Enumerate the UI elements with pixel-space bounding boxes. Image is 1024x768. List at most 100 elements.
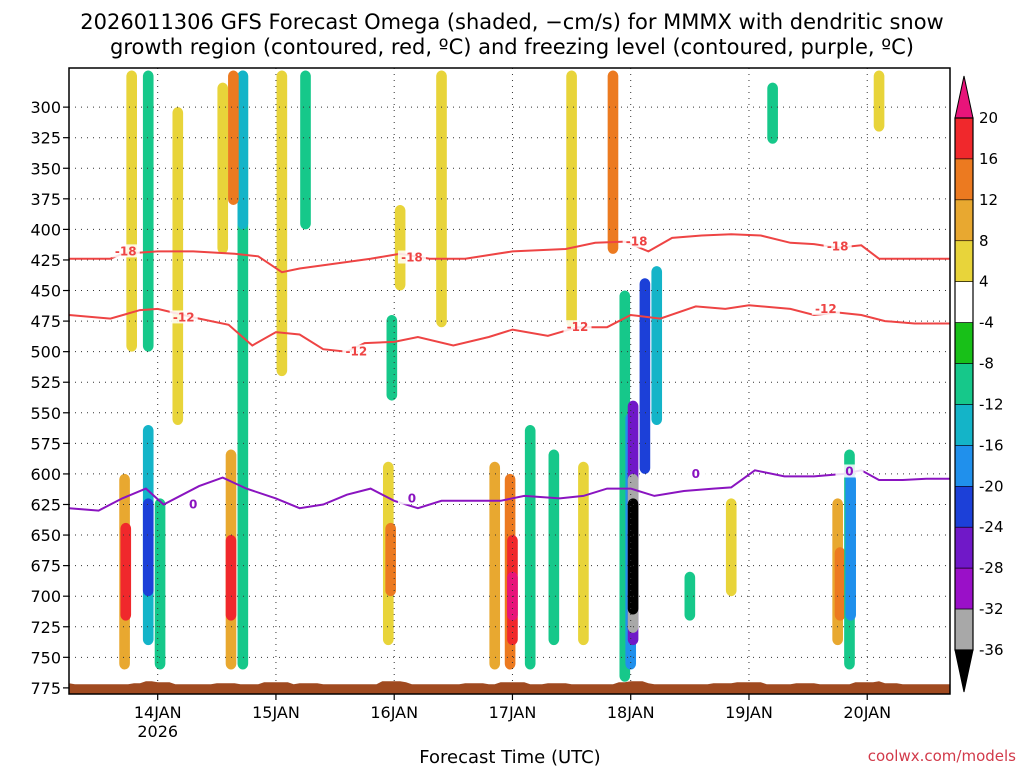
colorbar-box-3 xyxy=(954,240,974,282)
colorbar-label-8: -16 xyxy=(979,436,1004,454)
omega-cell-35 xyxy=(639,278,651,474)
x-tick-label-1: 15JAN xyxy=(252,703,300,722)
colorbar-label-13: -36 xyxy=(979,641,1004,659)
omega-cell-12 xyxy=(237,70,249,230)
omega-cell-38 xyxy=(725,498,737,597)
colorbar-label-4: 4 xyxy=(979,273,989,291)
omega-cell-17 xyxy=(385,522,396,597)
colorbar-label-10: -24 xyxy=(979,518,1004,536)
y-tick-label-10: 550 xyxy=(30,404,61,423)
colorbar-box-12 xyxy=(954,608,974,651)
contour-label-bg-0-0 xyxy=(111,244,140,258)
contour-label-1-2: -12 xyxy=(567,320,589,334)
colorbar-label-2: 12 xyxy=(979,191,998,209)
omega-cell-25 xyxy=(524,425,536,670)
omega-cell-18 xyxy=(386,314,398,401)
omega-cell-21 xyxy=(489,461,501,670)
chart-title-line1: 2026011306 GFS Forecast Omega (shaded, −… xyxy=(80,10,943,34)
colorbar-box-2 xyxy=(954,199,974,242)
omega-cell-44 xyxy=(873,70,885,132)
contour-label-bg-2-2 xyxy=(681,466,710,480)
x-tick-label-4: 18JAN xyxy=(607,703,655,722)
x-axis-title: Forecast Time (UTC) xyxy=(419,747,600,768)
y-tick-label-18: 750 xyxy=(30,648,61,667)
contour-label-1-1: -12 xyxy=(346,345,368,359)
contour-label-bg-0-2 xyxy=(622,234,651,248)
omega-cell-2 xyxy=(126,70,137,352)
colorbar-box-7 xyxy=(954,404,974,446)
y-tick-label-6: 450 xyxy=(30,282,61,301)
contour-label-0-1: -18 xyxy=(401,251,423,265)
contour-label-0-2: -18 xyxy=(626,235,648,249)
omega-cell-10 xyxy=(225,535,237,621)
omega-cell-34 xyxy=(627,498,639,615)
colorbar-label-0: 20 xyxy=(979,109,998,127)
contours: -18 -18 -18 -18 -12 -12 -12 -12 0 0 0 0 xyxy=(69,233,950,512)
omega-cell-37 xyxy=(684,571,696,621)
y-tick-label-15: 675 xyxy=(30,557,61,576)
colorbar-box-11 xyxy=(954,567,974,610)
contour-label-1-0: -12 xyxy=(173,310,195,324)
contour-label-1-3: -12 xyxy=(815,302,837,316)
omega-cell-4 xyxy=(142,498,154,597)
omega-cell-43 xyxy=(845,473,856,621)
terrain xyxy=(69,681,950,694)
colorbar-frame xyxy=(954,117,974,651)
contour-label-bg-1-1 xyxy=(342,344,371,358)
credit-text: coolwx.com/models xyxy=(868,747,1016,765)
colorbar-label-5: -4 xyxy=(979,314,994,332)
y-axis: 300 325 350 375 400 425 450 475 500 525 550 575 600 6… xyxy=(30,98,69,698)
y-tick-label-4: 400 xyxy=(30,220,61,239)
omega-cell-27 xyxy=(578,461,589,646)
colorbar-box-5 xyxy=(954,322,974,364)
y-tick-label-9: 525 xyxy=(30,373,61,392)
contour-line-0 xyxy=(69,469,950,512)
y-tick-label-2: 350 xyxy=(30,159,61,178)
contour-label-bg-0-1 xyxy=(397,250,426,264)
colorbar-label-3: 8 xyxy=(979,232,989,250)
omega-cell-26 xyxy=(548,449,560,646)
plot-frame xyxy=(68,67,951,695)
y-tick-label-1: 325 xyxy=(30,129,61,148)
omega-cell-28 xyxy=(566,70,577,328)
colorbar-label-11: -28 xyxy=(979,559,1004,577)
colorbar-box-9 xyxy=(954,486,974,528)
omega-cell-13 xyxy=(228,70,239,205)
omega-cell-19 xyxy=(394,204,406,291)
x-tick-label-0: 14JAN xyxy=(134,703,182,722)
y-tick-label-14: 650 xyxy=(30,526,61,545)
y-tick-label-13: 625 xyxy=(30,495,61,514)
omega-cell-29 xyxy=(607,70,619,254)
x-tick-sublabel-0: 2026 xyxy=(137,722,178,741)
y-tick-label-12: 600 xyxy=(30,465,61,484)
colorbar: 20 16 12 8 4 -4 -8 -12 -16 -20 -24 -28 -32 -36 xyxy=(954,75,1004,693)
contour-label-2-3: 0 xyxy=(845,464,853,478)
y-tick-label-17: 725 xyxy=(30,618,61,637)
contour-label-bg-2-1 xyxy=(397,491,426,505)
contour-label-2-2: 0 xyxy=(692,467,700,481)
x-tick-label-5: 19JAN xyxy=(725,703,773,722)
contour-label-bg-0-3 xyxy=(823,239,852,253)
y-tick-label-0: 300 xyxy=(30,98,61,117)
colorbar-label-7: -12 xyxy=(979,395,1004,413)
y-tick-label-7: 475 xyxy=(30,312,61,331)
y-tick-label-16: 700 xyxy=(30,587,61,606)
omega-cell-1 xyxy=(120,522,132,621)
x-tick-label-3: 17JAN xyxy=(489,703,537,722)
colorbar-box-8 xyxy=(954,445,974,487)
contour-label-bg-1-3 xyxy=(811,301,840,315)
colorbar-extend-top xyxy=(954,75,974,119)
colorbar-box-10 xyxy=(954,526,974,569)
colorbar-label-12: -32 xyxy=(979,600,1004,618)
colorbar-label-1: 16 xyxy=(979,150,998,168)
omega-cell-6 xyxy=(154,498,166,670)
x-tick-label-6: 20JAN xyxy=(843,703,891,722)
omega-cell-15 xyxy=(300,70,311,230)
colorbar-label-9: -20 xyxy=(979,477,1004,495)
omega-cell-36 xyxy=(651,266,663,426)
y-tick-label-19: 775 xyxy=(30,679,61,698)
omega-cell-39 xyxy=(767,82,778,144)
contour-label-bg-2-0 xyxy=(179,497,208,511)
